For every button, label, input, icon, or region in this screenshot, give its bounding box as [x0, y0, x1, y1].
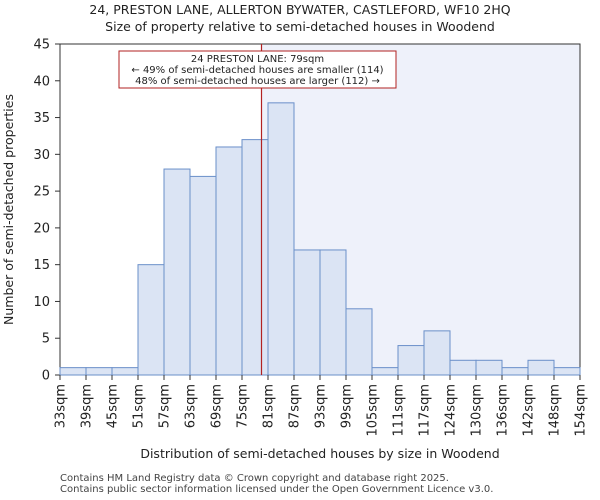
- histogram-bar: [293, 249, 321, 376]
- histogram-bar: [319, 249, 347, 376]
- y-tick-label: 30: [33, 148, 50, 163]
- y-tick-label: 25: [33, 185, 50, 200]
- histogram-bar: [423, 330, 451, 376]
- x-axis-title: Distribution of semi-detached houses by …: [140, 446, 499, 461]
- footer-licence: Contains public sector information licen…: [60, 484, 494, 495]
- histogram-bar: [137, 264, 165, 376]
- histogram-bar: [189, 175, 217, 376]
- histogram-bar: [215, 146, 243, 376]
- histogram-bar: [397, 345, 425, 376]
- y-tick-label: 40: [33, 74, 50, 89]
- histogram-bar: [85, 367, 113, 376]
- annotation-box: [118, 50, 397, 89]
- chart-title: 24, PRESTON LANE, ALLERTON BYWATER, CAST…: [89, 2, 511, 17]
- y-tick-label: 35: [33, 111, 50, 126]
- x-tick-label: 105sqm: [366, 384, 381, 437]
- histogram-bar: [241, 139, 269, 376]
- y-tick-label: 45: [33, 38, 50, 53]
- annotation-line: 48% of semi-detached houses are larger (…: [135, 76, 380, 87]
- histogram-bar: [345, 308, 373, 376]
- annotation-line: ← 49% of semi-detached houses are smalle…: [131, 65, 383, 76]
- histogram-bar: [111, 367, 139, 376]
- histogram-bar: [267, 102, 295, 376]
- y-tick-label: 5: [42, 332, 50, 347]
- x-tick-label: 39sqm: [80, 384, 95, 428]
- x-tick-label: 57sqm: [158, 384, 173, 428]
- chart-subtitle: Size of property relative to semi-detach…: [105, 19, 495, 34]
- x-tick-label: 33sqm: [54, 384, 69, 428]
- annotation-line: 24 PRESTON LANE: 79sqm: [191, 54, 324, 65]
- x-tick-label: 136sqm: [496, 384, 511, 437]
- x-tick-label: 117sqm: [418, 384, 433, 437]
- histogram-bar: [501, 367, 529, 376]
- histogram-bar: [553, 367, 581, 376]
- x-tick-label: 93sqm: [314, 384, 329, 428]
- x-tick-label: 142sqm: [522, 384, 537, 437]
- x-tick-label: 124sqm: [444, 384, 459, 437]
- x-tick-label: 87sqm: [288, 384, 303, 428]
- y-axis-title: Number of semi-detached properties: [1, 94, 16, 325]
- x-tick-label: 45sqm: [106, 384, 121, 428]
- x-tick-label: 148sqm: [548, 384, 563, 437]
- x-tick-label: 154sqm: [574, 384, 589, 437]
- x-tick-label: 69sqm: [210, 384, 225, 428]
- histogram-bar: [527, 359, 555, 376]
- histogram-bar: [59, 367, 87, 376]
- x-tick-label: 81sqm: [262, 384, 277, 428]
- x-tick-label: 99sqm: [340, 384, 355, 428]
- x-tick-label: 63sqm: [184, 384, 199, 428]
- x-tick-label: 130sqm: [470, 384, 485, 437]
- x-tick-label: 111sqm: [392, 384, 407, 437]
- footer-copyright: Contains HM Land Registry data © Crown c…: [60, 473, 449, 484]
- y-tick-label: 0: [42, 369, 50, 384]
- histogram-bar: [371, 367, 399, 376]
- histogram-bar: [449, 359, 477, 376]
- y-tick-label: 10: [33, 295, 50, 310]
- x-tick-label: 51sqm: [132, 384, 147, 428]
- histogram-bar: [475, 359, 503, 376]
- y-tick-label: 15: [33, 258, 50, 273]
- histogram-bar: [163, 168, 191, 376]
- y-tick-label: 20: [33, 221, 50, 236]
- x-tick-label: 75sqm: [236, 384, 251, 428]
